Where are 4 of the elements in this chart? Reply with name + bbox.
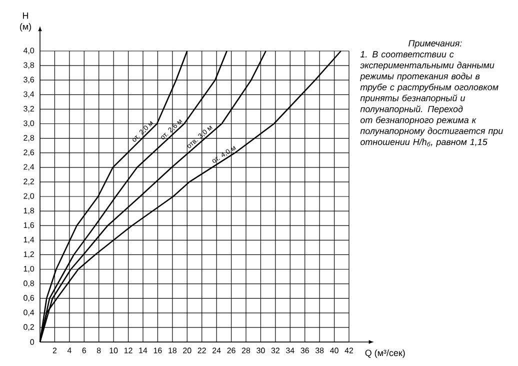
text: 1. В соответствии с экспериментальными данными режимы протекания воды в трубе с раструбным оголовком приняты безнапорный и полунапорный. Переход от безнапорного режима к полунапорному достигается при отношении H/h$_{б}$, равном 1,15	[360, 51, 503, 147]
text: Примечания:	[408, 40, 462, 48]
x-axis-title: Q (м³/сек)	[365, 350, 405, 358]
y-axis-title: Н (м)	[20, 12, 32, 32]
